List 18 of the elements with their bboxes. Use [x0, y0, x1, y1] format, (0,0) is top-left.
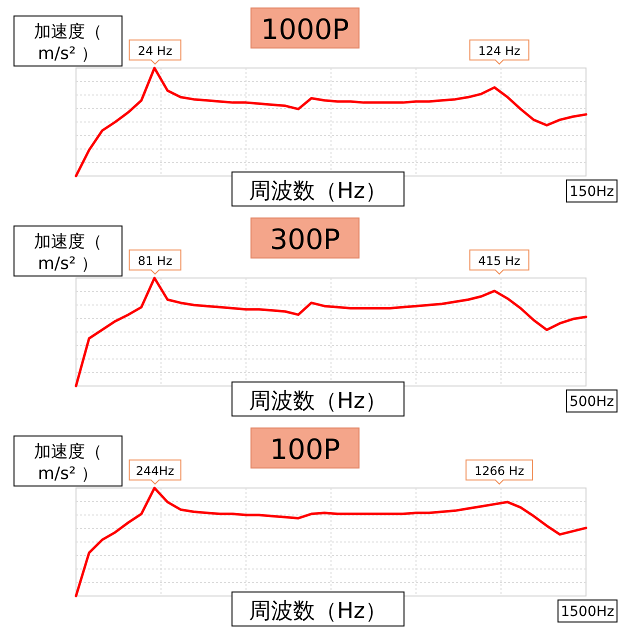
text: 150Hz: [569, 184, 614, 200]
text: 1500Hz: [560, 604, 614, 620]
y-axis-title: 加速度（ m/s² ）: [34, 22, 102, 64]
chart-title: 100P: [270, 433, 340, 466]
x-axis-title: 周波数（Hz）: [248, 389, 388, 414]
text: 24 Hz: [138, 44, 172, 58]
text: 244Hz: [136, 464, 174, 478]
chart-title: 300P: [270, 223, 340, 256]
text: 415 Hz: [478, 254, 520, 268]
text: 1266 Hz: [474, 464, 524, 478]
y-axis-title: 加速度（ m/s² ）: [34, 232, 102, 274]
text: 500Hz: [569, 394, 614, 410]
chart-title: 1000P: [260, 13, 350, 46]
text: 81 Hz: [138, 254, 172, 268]
x-axis-title: 周波数（Hz）: [248, 179, 388, 204]
x-axis-title: 周波数（Hz）: [248, 599, 388, 624]
text: 124 Hz: [478, 44, 520, 58]
y-axis-title: 加速度（ m/s² ）: [34, 442, 102, 484]
